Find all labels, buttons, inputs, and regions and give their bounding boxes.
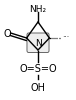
Text: NH₂: NH₂ bbox=[29, 5, 47, 14]
Text: O: O bbox=[4, 29, 11, 39]
Text: O=S=O: O=S=O bbox=[19, 64, 57, 74]
FancyBboxPatch shape bbox=[27, 33, 49, 52]
Text: ···: ··· bbox=[62, 34, 69, 42]
Text: OH: OH bbox=[30, 83, 46, 93]
Text: N: N bbox=[35, 39, 41, 48]
